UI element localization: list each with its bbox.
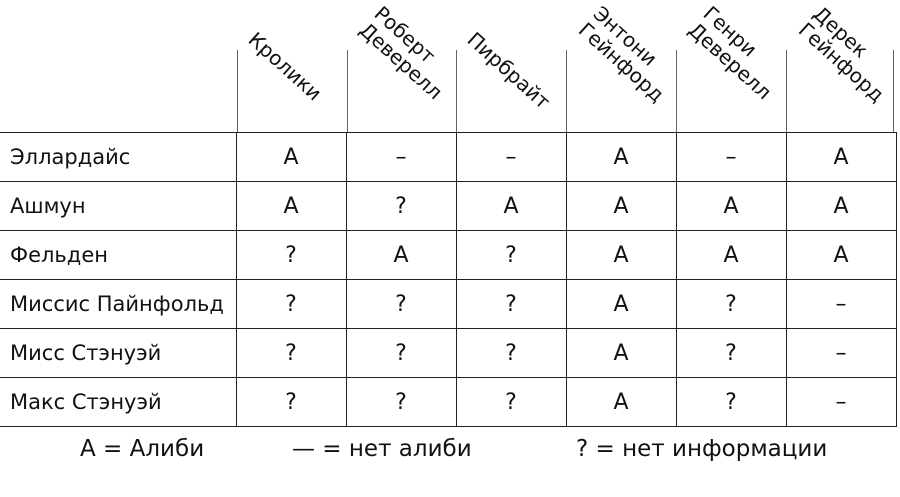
alibi-cell: – bbox=[345, 132, 457, 182]
legend-no-alibi: — = нет алиби bbox=[292, 436, 472, 462]
legend-no-info: ? = нет информации bbox=[576, 436, 828, 462]
table-row: Миссис Пайнфольд??? A? – bbox=[0, 279, 897, 329]
alibi-cell: ? bbox=[345, 279, 457, 329]
table-row: Макс Стэнуэй??? A? – bbox=[0, 377, 897, 427]
alibi-cell: – bbox=[455, 132, 567, 182]
row-name: Фельден bbox=[0, 230, 237, 280]
alibi-cell: A bbox=[565, 181, 677, 231]
alibi-cell: ? bbox=[235, 328, 347, 378]
alibi-cell: ? bbox=[235, 377, 347, 427]
header-divider bbox=[676, 50, 677, 132]
alibi-cell: ? bbox=[455, 279, 567, 329]
alibi-cell: A bbox=[675, 230, 787, 280]
header-divider bbox=[566, 50, 567, 132]
column-header: Дерек Гейнфорд bbox=[793, 1, 890, 107]
alibi-cell: ? bbox=[345, 377, 457, 427]
alibi-cell: A bbox=[455, 181, 567, 231]
column-header: Пирбрайт bbox=[462, 27, 555, 114]
alibi-cell: ? bbox=[345, 328, 457, 378]
alibi-cell: ? bbox=[675, 377, 787, 427]
alibi-cell: A bbox=[785, 132, 897, 182]
alibi-cell: A bbox=[675, 181, 787, 231]
header-divider bbox=[237, 50, 238, 132]
alibi-table: Эллардайс A – – A – A Ашмун A? A A A A Фельден? A? A A A М… bbox=[0, 132, 897, 427]
table-row: Фельден? A? A A A bbox=[0, 230, 897, 280]
column-header: Генри Деверелл bbox=[683, 1, 777, 105]
alibi-cell: ? bbox=[235, 230, 347, 280]
row-name: Макс Стэнуэй bbox=[0, 377, 237, 427]
header-divider bbox=[893, 50, 894, 132]
column-header: Кролики bbox=[243, 27, 327, 106]
alibi-cell: A bbox=[565, 377, 677, 427]
alibi-cell: – bbox=[675, 132, 787, 182]
alibi-cell: – bbox=[785, 328, 897, 378]
alibi-cell: A bbox=[565, 230, 677, 280]
alibi-cell: ? bbox=[235, 279, 347, 329]
row-name: Ашмун bbox=[0, 181, 237, 231]
alibi-cell: ? bbox=[455, 328, 567, 378]
alibi-cell: ? bbox=[675, 279, 787, 329]
alibi-cell: A bbox=[235, 132, 347, 182]
table-row: Эллардайс A – – A – A bbox=[0, 132, 897, 182]
header-divider bbox=[786, 50, 787, 132]
table-row: Ашмун A? A A A A bbox=[0, 181, 897, 231]
alibi-cell: ? bbox=[345, 181, 457, 231]
alibi-cell: ? bbox=[675, 328, 787, 378]
column-header: Роберт Деверелл bbox=[354, 1, 448, 105]
alibi-cell: A bbox=[785, 181, 897, 231]
header-divider bbox=[347, 50, 348, 132]
alibi-cell: A bbox=[565, 328, 677, 378]
alibi-cell: A bbox=[785, 230, 897, 280]
row-name: Мисс Стэнуэй bbox=[0, 328, 237, 378]
alibi-cell: A bbox=[565, 132, 677, 182]
row-name: Эллардайс bbox=[0, 132, 237, 182]
column-header: Энтони Гейнфорд bbox=[573, 1, 670, 107]
row-name: Миссис Пайнфольд bbox=[0, 279, 237, 329]
header-divider bbox=[456, 50, 457, 132]
alibi-cell: – bbox=[785, 279, 897, 329]
alibi-cell: A bbox=[345, 230, 457, 280]
alibi-cell: ? bbox=[455, 230, 567, 280]
alibi-cell: ? bbox=[455, 377, 567, 427]
alibi-cell: – bbox=[785, 377, 897, 427]
alibi-cell: A bbox=[235, 181, 347, 231]
alibi-cell: A bbox=[565, 279, 677, 329]
legend-alibi: A = Алиби bbox=[80, 436, 205, 462]
table-row: Мисс Стэнуэй??? A? – bbox=[0, 328, 897, 378]
